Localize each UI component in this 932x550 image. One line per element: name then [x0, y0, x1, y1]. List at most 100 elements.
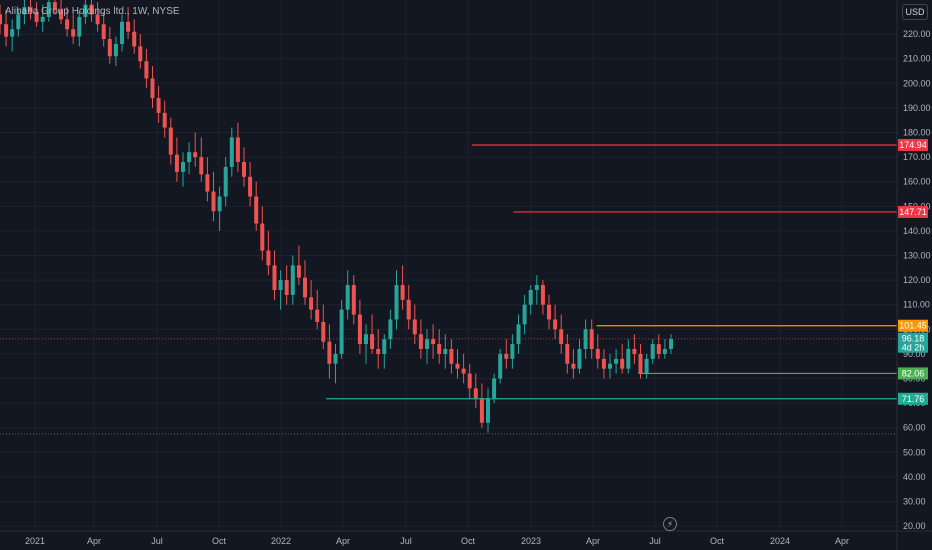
candle-body: [229, 137, 234, 167]
x-tick-label: Apr: [87, 536, 101, 546]
candle-body: [406, 299, 411, 320]
candle-body: [77, 16, 82, 37]
candle-body: [376, 348, 381, 354]
candle: [540, 280, 545, 315]
candle-body: [418, 334, 423, 349]
level-label-bg: [898, 138, 928, 151]
candle-body: [315, 309, 320, 322]
candle: [260, 206, 265, 261]
candle: [333, 344, 338, 384]
candle-body: [540, 285, 545, 305]
candle-body: [144, 61, 149, 79]
x-tick-label: 2023: [521, 536, 541, 546]
candle: [235, 122, 240, 172]
x-tick-label: Apr: [835, 536, 849, 546]
candle-body: [614, 358, 619, 364]
candle-body: [16, 14, 21, 30]
candle-body: [382, 339, 387, 354]
candle: [528, 285, 533, 315]
candle-body: [571, 363, 576, 369]
candle-body: [22, 7, 27, 15]
candle: [174, 137, 179, 182]
candle-body: [113, 43, 118, 57]
x-tick-label: Jul: [151, 536, 163, 546]
candle: [34, 2, 39, 27]
candle: [455, 348, 460, 379]
candle-body: [193, 152, 198, 158]
candle: [394, 270, 399, 330]
candle: [345, 270, 350, 320]
candle: [168, 117, 173, 165]
candle: [95, 2, 100, 32]
candle-body: [83, 4, 88, 17]
time-axis[interactable]: 2021 Apr Jul Oct 2022 Apr Jul Oct 2023 Apr Jul Oct 2…: [25, 536, 849, 546]
y-tick-label: 220.00: [903, 29, 931, 39]
candle-body: [132, 31, 137, 47]
level-label-bg: [898, 205, 928, 218]
candle-body: [656, 344, 661, 354]
level-label-bg: [898, 392, 928, 405]
candle: [150, 66, 155, 108]
candle-body: [589, 329, 594, 349]
candle: [40, 4, 45, 32]
y-tick-label: 190.00: [903, 103, 931, 113]
candle: [89, 0, 94, 22]
candle-body: [162, 112, 167, 128]
candle: [254, 181, 259, 231]
candle: [272, 250, 277, 300]
lightning-icon[interactable]: ⚡: [663, 517, 677, 531]
candle-body: [174, 154, 179, 172]
candle: [473, 373, 478, 409]
candle: [162, 100, 167, 138]
candle: [284, 265, 289, 305]
candle-body: [650, 344, 655, 359]
candle-body: [309, 297, 314, 310]
candle: [608, 353, 612, 379]
candle: [638, 344, 643, 379]
candle: [217, 186, 222, 231]
candle-body: [187, 152, 192, 163]
candle: [364, 324, 368, 364]
y-tick-label: 120.00: [903, 275, 931, 285]
candle-body: [107, 39, 112, 57]
candle-body: [272, 265, 277, 290]
y-tick-label: 180.00: [903, 128, 931, 138]
candle: [22, 0, 27, 25]
candle-body: [486, 398, 490, 423]
candle-body: [290, 265, 295, 295]
candle: [443, 334, 448, 369]
candle-body: [254, 196, 259, 224]
x-tick-label: Apr: [586, 536, 600, 546]
horizontal-levels[interactable]: [326, 144, 897, 400]
candle: [83, 0, 88, 25]
candle: [510, 334, 515, 369]
candle: [113, 36, 118, 67]
candle-body: [425, 339, 429, 349]
candle: [290, 255, 295, 305]
candle: [595, 334, 600, 369]
candle-body: [71, 29, 76, 37]
candle: [425, 329, 429, 364]
candle: [138, 34, 143, 69]
candle-body: [10, 29, 15, 37]
candle-body: [339, 309, 344, 354]
chart-grid: [0, 0, 897, 531]
y-tick-label: 50.00: [903, 447, 926, 457]
y-tick-label: 90.00: [903, 349, 926, 359]
candle: [559, 314, 564, 354]
candle-body: [327, 341, 332, 364]
candle: [4, 9, 9, 47]
candle: [132, 19, 137, 54]
y-tick-label: 130.00: [903, 251, 931, 261]
candle: [339, 299, 344, 359]
last-price-label: 96.18: [902, 334, 925, 344]
candle-body: [455, 363, 460, 369]
candle-body: [669, 339, 673, 349]
candle: [187, 142, 192, 175]
candle-body: [662, 348, 667, 354]
candle-body: [364, 334, 368, 345]
currency-button[interactable]: USD: [902, 4, 928, 20]
candle: [626, 339, 631, 374]
